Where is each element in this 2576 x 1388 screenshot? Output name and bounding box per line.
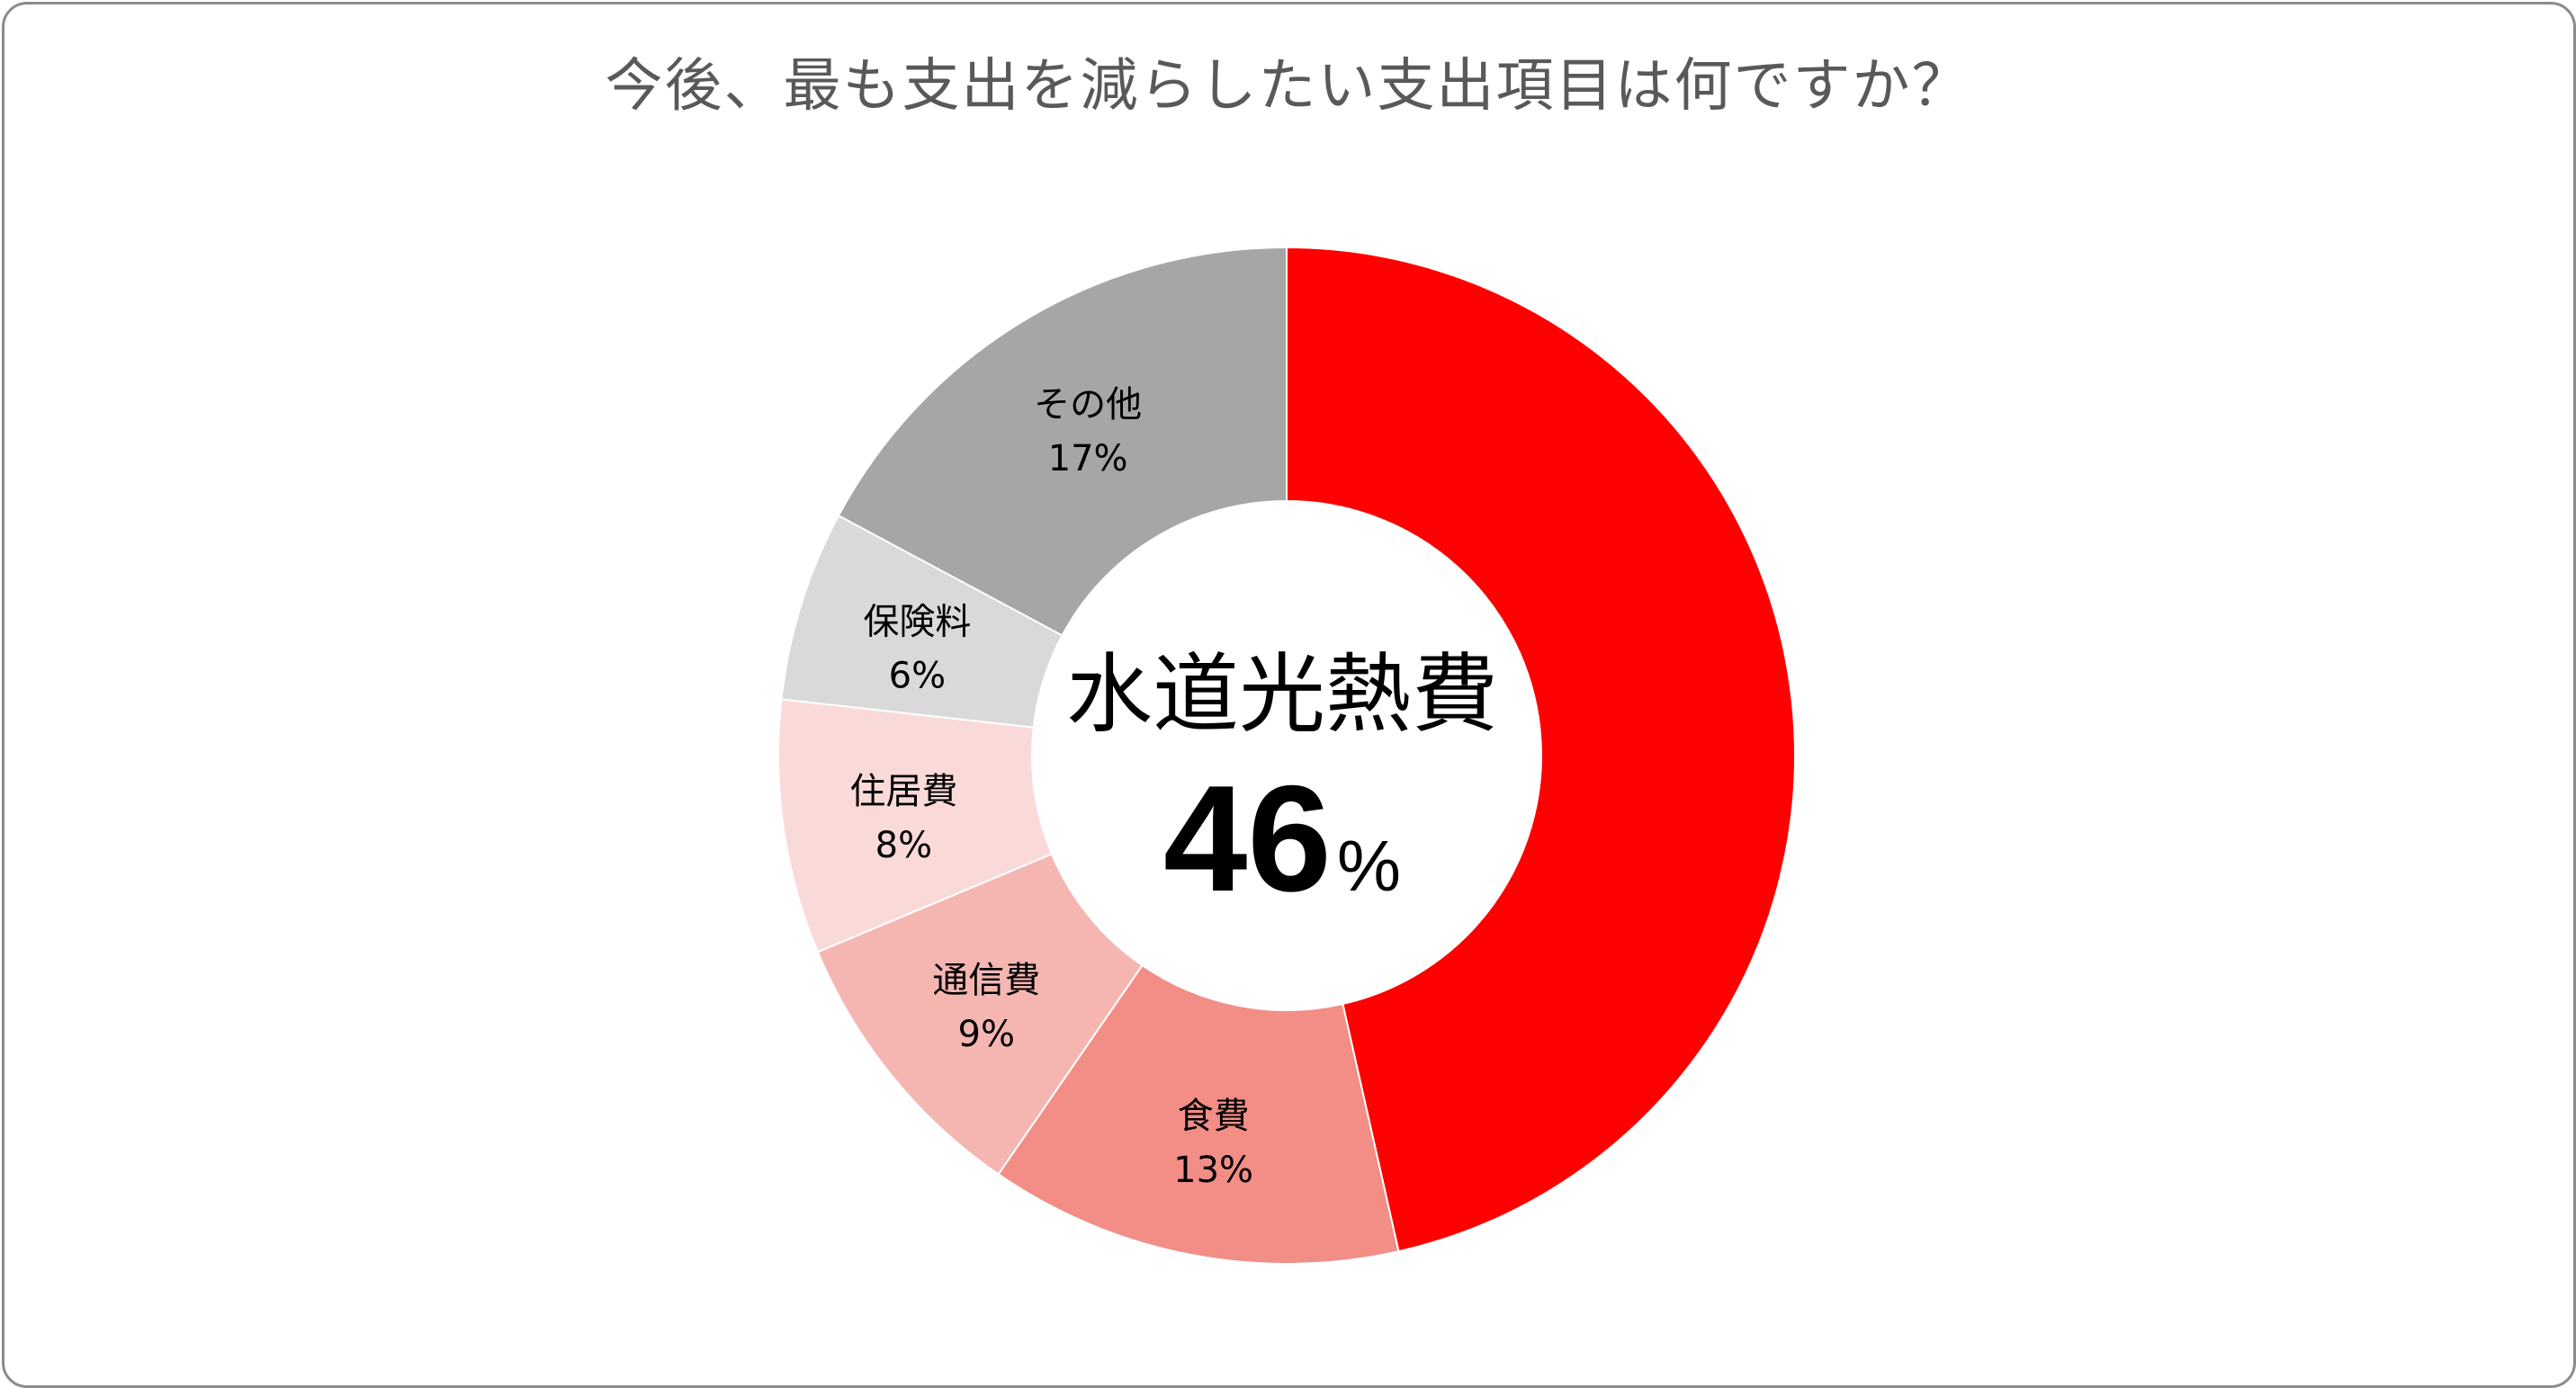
center-value: 46 [1163,754,1332,923]
slice-percent: 17% [1048,438,1128,479]
slice-labels: 食費 13% 通信費 9% 住居費 8% 保険料 6% その他 17% [849,384,1253,1191]
slice-label: 通信費 9% [932,960,1040,1055]
slice-label: 食費 13% [1173,1096,1253,1191]
slice-category: 住居費 [849,771,957,812]
slice-label: 保険料 6% [863,601,971,696]
slice-label: 住居費 8% [849,771,957,866]
slice-category: 保険料 [863,601,971,642]
slice-percent: 6% [889,655,946,696]
center-value-group: 46% [1163,754,1401,923]
donut-hole [1032,501,1541,1010]
center-unit: % [1337,826,1401,906]
slice-percent: 8% [875,825,932,866]
slice-percent: 13% [1173,1150,1253,1191]
center-category-label: 水道光熱費 [1066,644,1498,745]
slice-percent: 9% [958,1014,1015,1055]
slice-category: 食費 [1178,1096,1250,1137]
chart-title: 今後、最も支出を減らしたい支出項目は何ですか？ [605,53,1971,120]
slice-label: その他 17% [1034,384,1142,479]
slice-category: 通信費 [932,960,1040,1001]
donut-slices [777,246,1797,1265]
center-callout: 水道光熱費 46% [1066,644,1498,923]
slice-category: その他 [1034,384,1142,425]
